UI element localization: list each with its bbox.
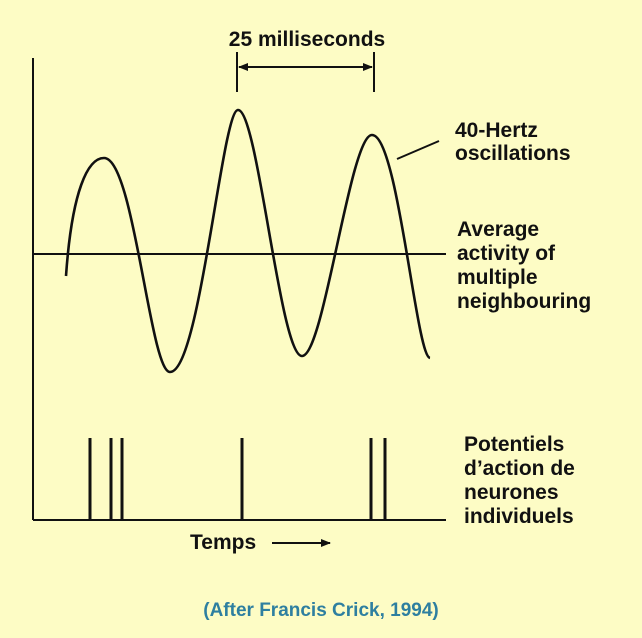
potentials-label-line-4: individuels [464, 505, 574, 528]
oscillation-label-line-2: oscillations [455, 142, 571, 165]
oscillation-label-line-1: 40-Hertz [455, 119, 538, 142]
time-axis-label: Temps [190, 531, 256, 554]
period-label: 25 milliseconds [229, 28, 385, 51]
spike-train [88, 438, 387, 520]
source-caption: (After Francis Crick, 1994) [203, 600, 439, 621]
average-label-line-1: Average [457, 218, 539, 241]
potentials-label-line-2: d’action de [464, 457, 575, 480]
oscillation-pointer [396, 140, 440, 160]
average-label-line-2: activity of [457, 242, 556, 265]
potentials-label-line-3: neurones [464, 481, 559, 504]
potentials-label-line-1: Potentiels [464, 433, 564, 456]
average-label-line-4: neighbouring [457, 290, 591, 313]
oscillation-wave [64, 108, 431, 374]
average-label-line-3: multiple [457, 266, 538, 289]
